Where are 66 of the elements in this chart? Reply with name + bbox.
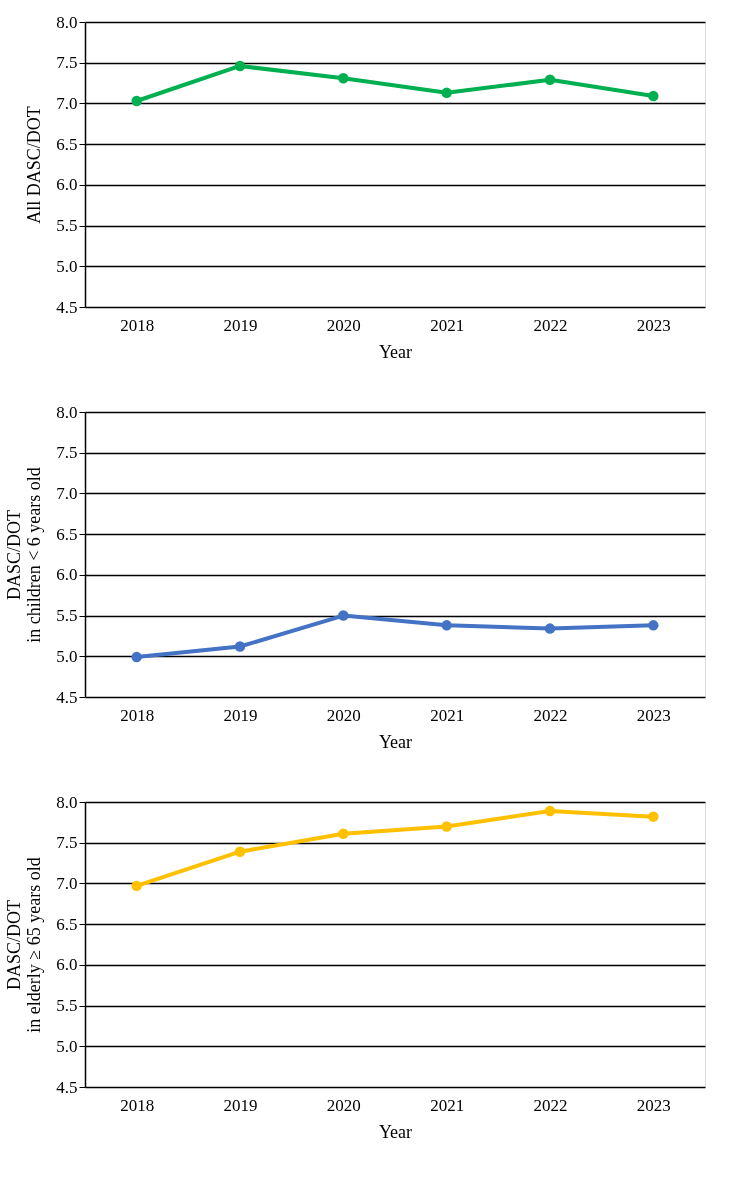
- x-tick-label: 2022: [533, 705, 568, 725]
- point: [338, 610, 349, 621]
- x-tick-label: 2018: [120, 705, 155, 725]
- y-tick-label: 7.0: [56, 93, 78, 113]
- x-tick-label: 2023: [636, 1095, 671, 1115]
- y-tick-label: 7.5: [56, 53, 78, 73]
- point: [338, 828, 349, 839]
- x-tick-label: 2023: [636, 705, 671, 725]
- x-tick-label: 2023: [636, 315, 671, 335]
- x-tick-label: 2021: [430, 1095, 465, 1115]
- x-axis-title: Year: [378, 1121, 413, 1142]
- point: [441, 821, 452, 832]
- x-tick-label: 2019: [223, 315, 258, 335]
- y-tick-label: 5.5: [56, 216, 78, 236]
- y-tick-label: 6.5: [56, 524, 78, 544]
- y-axis-title: All DASC/DOT: [24, 106, 45, 224]
- point: [441, 620, 452, 631]
- point: [234, 846, 246, 857]
- y-tick-label: 6.0: [56, 565, 78, 585]
- x-axis-title: Year: [378, 731, 413, 752]
- x-axis-title: Year: [378, 341, 413, 362]
- x-tick-label: 2020: [326, 1095, 361, 1115]
- y-tick-label: 4.5: [56, 297, 78, 317]
- point: [544, 805, 556, 817]
- point: [234, 60, 246, 72]
- x-tick-label: 2020: [326, 705, 361, 725]
- point: [648, 620, 659, 631]
- x-tick-label: 2019: [223, 705, 258, 725]
- x-tick-label: 2019: [223, 1095, 258, 1115]
- y-tick-label: 6.5: [56, 134, 78, 154]
- y-tick-label: 6.5: [56, 914, 78, 934]
- point: [131, 651, 142, 663]
- y-tick-label: 8.0: [56, 792, 78, 812]
- point: [648, 90, 659, 102]
- y-tick-label: 5.5: [56, 996, 78, 1016]
- y-tick-label: 5.5: [56, 606, 78, 626]
- y-tick-label: 4.5: [56, 687, 78, 707]
- point: [544, 623, 556, 634]
- y-tick-label: 7.0: [56, 873, 78, 893]
- point: [234, 641, 246, 652]
- point: [648, 811, 659, 822]
- y-tick-label: 7.5: [56, 443, 78, 463]
- point: [338, 72, 349, 84]
- point: [544, 74, 556, 86]
- x-tick-label: 2020: [326, 315, 361, 335]
- y-tick-label: 8.0: [56, 12, 78, 32]
- y-axis-title: DASC/DOT in children < 6 years old: [4, 467, 45, 643]
- y-tick-label: 5.0: [56, 1036, 78, 1056]
- point: [131, 880, 142, 892]
- x-tick-label: 2018: [120, 315, 155, 335]
- point: [441, 87, 452, 99]
- x-tick-label: 2022: [533, 315, 568, 335]
- y-tick-label: 6.0: [56, 955, 78, 975]
- point: [131, 95, 142, 107]
- y-axis-title: DASC/DOT in elderly ≥ 65 years old: [4, 857, 45, 1033]
- y-tick-label: 8.0: [56, 402, 78, 422]
- y-tick-label: 7.0: [56, 483, 78, 503]
- x-tick-label: 2021: [430, 315, 465, 335]
- y-tick-label: 5.0: [56, 646, 78, 666]
- x-tick-label: 2022: [533, 1095, 568, 1115]
- y-tick-label: 5.0: [56, 256, 78, 276]
- y-tick-label: 7.5: [56, 833, 78, 853]
- x-tick-label: 2021: [430, 705, 465, 725]
- x-tick-label: 2018: [120, 1095, 155, 1115]
- y-tick-label: 4.5: [56, 1077, 78, 1097]
- y-tick-label: 6.0: [56, 175, 78, 195]
